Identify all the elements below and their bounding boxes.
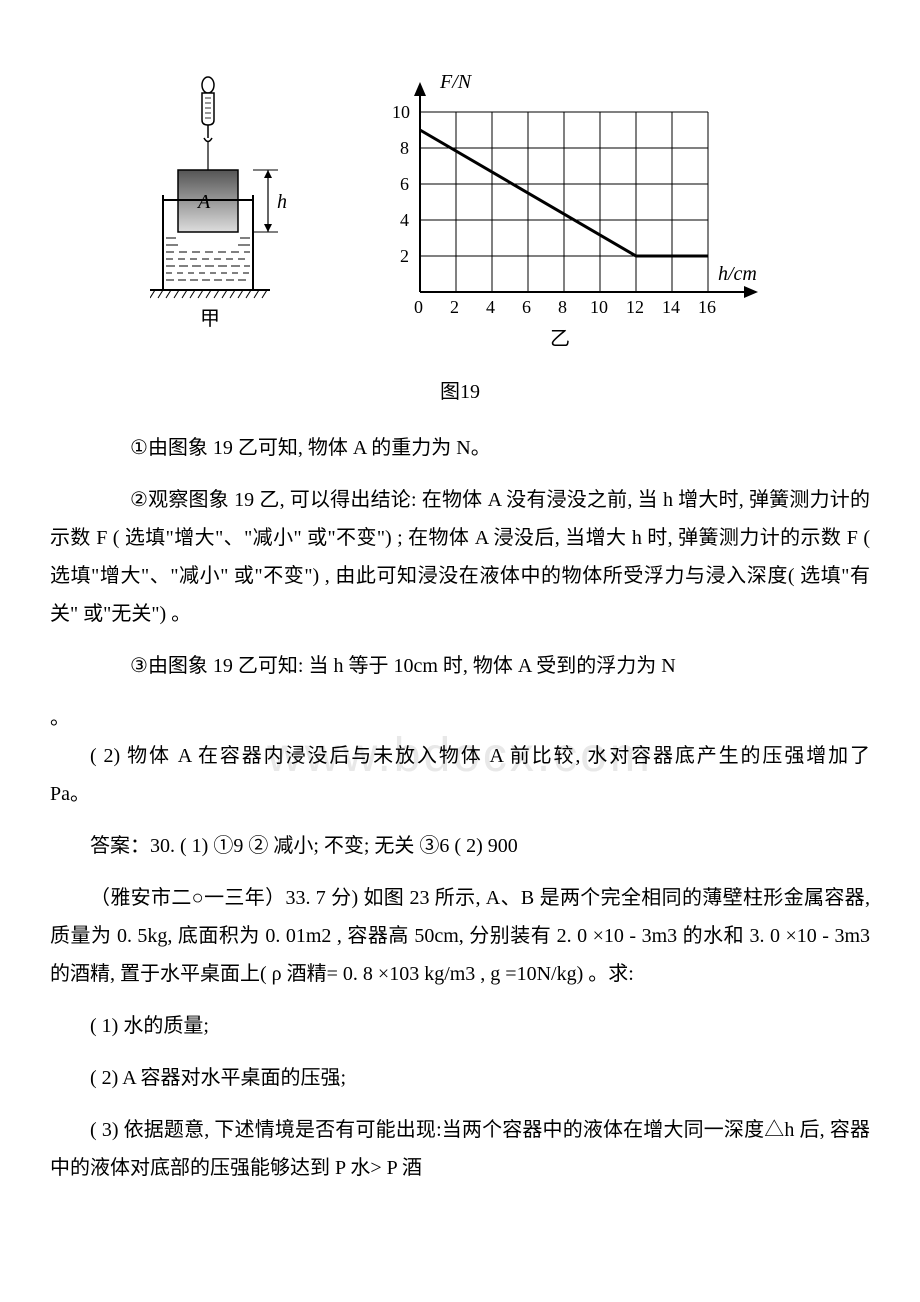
y-tick-8: 8: [400, 138, 409, 158]
question-1-1: ①由图象 19 乙可知, 物体 A 的重力为 N。: [50, 429, 870, 467]
x-tick-6: 6: [522, 297, 531, 317]
q1-2-text: 观察图象 19 乙, 可以得出结论: 在物体 A 没有浸没之前, 当 h 增大时…: [50, 489, 870, 625]
x-tick-14: 14: [662, 297, 680, 317]
question-33-3: ( 3) 依据题意, 下述情境是否有可能出现:当两个容器中的液体在增大同一深度△…: [50, 1111, 870, 1187]
question-1-2: ②观察图象 19 乙, 可以得出结论: 在物体 A 没有浸没之前, 当 h 增大…: [50, 481, 870, 633]
question-33: （雅安市二○一三年）33. 7 分) 如图 23 所示, A、B 是两个完全相同…: [50, 879, 870, 993]
x-tick-2: 2: [450, 297, 459, 317]
question-33-1: ( 1) 水的质量;: [50, 1007, 870, 1045]
x-tick-4: 4: [486, 297, 495, 317]
x-tick-10: 10: [590, 297, 608, 317]
block-a-label: A: [196, 191, 211, 213]
q1-1-text: 由图象 19 乙可知, 物体 A 的重力为 N。: [148, 437, 491, 459]
chart-svg: F/N h/cm: [350, 70, 770, 350]
figure-19: A: [50, 70, 870, 363]
apparatus-svg: A: [150, 70, 300, 350]
circle-3: ③: [90, 647, 148, 685]
figure-caption: 图19: [50, 373, 870, 411]
answer-line: 答案：30. ( 1) ①9 ② 减小; 不变; 无关 ③6 ( 2) 900: [50, 827, 870, 865]
question-2: ( 2) 物体 A 在容器内浸没后与未放入物体 A 前比较, 水对容器底产生的压…: [50, 737, 870, 813]
y-tick-6: 6: [400, 174, 409, 194]
circle-1: ①: [90, 429, 148, 467]
label-jia: 甲: [200, 308, 220, 330]
x-axis-label: h/cm: [718, 263, 757, 285]
question-1-3-tail: 。: [50, 699, 870, 737]
question-1-3: ③由图象 19 乙可知: 当 h 等于 10cm 时, 物体 A 受到的浮力为 …: [50, 647, 870, 685]
x-tick-0: 0: [414, 297, 423, 317]
circle-2: ②: [90, 481, 148, 519]
y-axis-label: F/N: [439, 71, 473, 93]
figure-right-chart: F/N h/cm: [350, 70, 770, 363]
question-33-2: ( 2) A 容器对水平桌面的压强;: [50, 1059, 870, 1097]
y-tick-2: 2: [400, 246, 409, 266]
figure-left-apparatus: A: [150, 70, 300, 363]
x-tick-8: 8: [558, 297, 567, 317]
height-h-label: h: [277, 191, 287, 213]
label-yi: 乙: [550, 328, 570, 350]
q1-3-text: 由图象 19 乙可知: 当 h 等于 10cm 时, 物体 A 受到的浮力为 N: [148, 655, 676, 677]
x-tick-12: 12: [626, 297, 644, 317]
y-tick-10: 10: [392, 102, 410, 122]
y-tick-4: 4: [400, 210, 409, 230]
x-tick-16: 16: [698, 297, 716, 317]
